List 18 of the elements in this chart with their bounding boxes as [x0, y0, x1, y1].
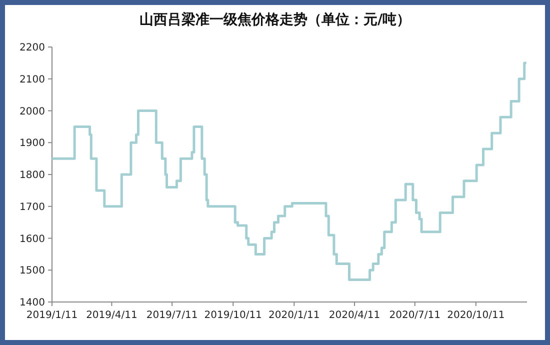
x-tick-label: 2020/7/11 [389, 310, 441, 321]
y-tick-label: 2000 [20, 106, 45, 118]
x-tick-label: 2020/1/11 [268, 310, 320, 321]
y-tick-label: 1700 [20, 202, 45, 213]
y-tick-label: 1800 [20, 170, 45, 181]
x-tick-label: 2019/1/11 [26, 310, 78, 321]
y-tick-label: 1600 [20, 234, 45, 245]
x-tick-label: 2019/10/11 [204, 310, 262, 321]
y-tick-label: 1500 [20, 266, 45, 277]
x-tick-label: 2020/4/11 [328, 310, 380, 321]
x-tick-label: 2020/10/11 [447, 310, 505, 321]
y-tick-label: 2200 [20, 42, 45, 54]
x-tick-label: 2019/4/11 [86, 310, 138, 321]
y-tick-label: 1900 [20, 138, 45, 150]
y-tick-label: 2100 [20, 74, 45, 86]
chart-title: 山西吕梁准一级焦价格走势（单位：元/吨） [139, 11, 411, 28]
y-tick-label: 1400 [20, 298, 45, 308]
x-tick-label: 2019/7/11 [146, 310, 198, 321]
